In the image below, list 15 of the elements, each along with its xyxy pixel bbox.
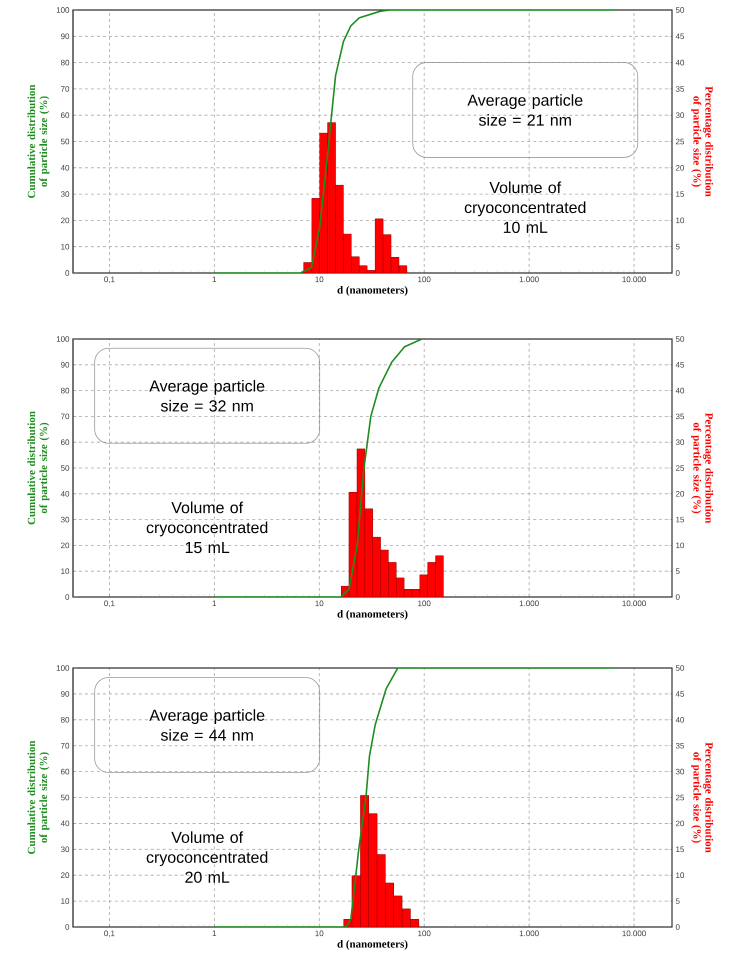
x-axis-title: d (nanometers) <box>337 940 408 950</box>
y-axis-title: Cumulative distribution of particle size (%) <box>27 84 50 198</box>
annotation: Average particle size = 32 nm <box>149 380 264 412</box>
annotation: Average particle size = 44 nm <box>149 709 264 741</box>
x-axis-title: d (nanometers) <box>337 286 408 296</box>
x-axis-title: d (nanometers) <box>337 610 408 620</box>
annotation: Volume of cryoconcentrated 10 mL <box>464 181 586 234</box>
annotation: Volume of cryoconcentrated 15 mL <box>146 502 268 554</box>
y2-axis-title: Percentage distribution of particle size (%) <box>691 412 714 524</box>
y-axis-title: Cumulative distribution of particle size (%) <box>27 411 50 524</box>
annotation: Average particle size = 21 nm <box>467 94 582 126</box>
y2-axis-title: Percentage distribution of particle size (%) <box>691 742 714 853</box>
annotation: Volume of cryoconcentrated 20 mL <box>146 831 268 883</box>
y2-axis-title: Percentage distribution of particle size (%) <box>691 86 714 197</box>
y-axis-title: Cumulative distribution of particle size (%) <box>27 740 50 854</box>
